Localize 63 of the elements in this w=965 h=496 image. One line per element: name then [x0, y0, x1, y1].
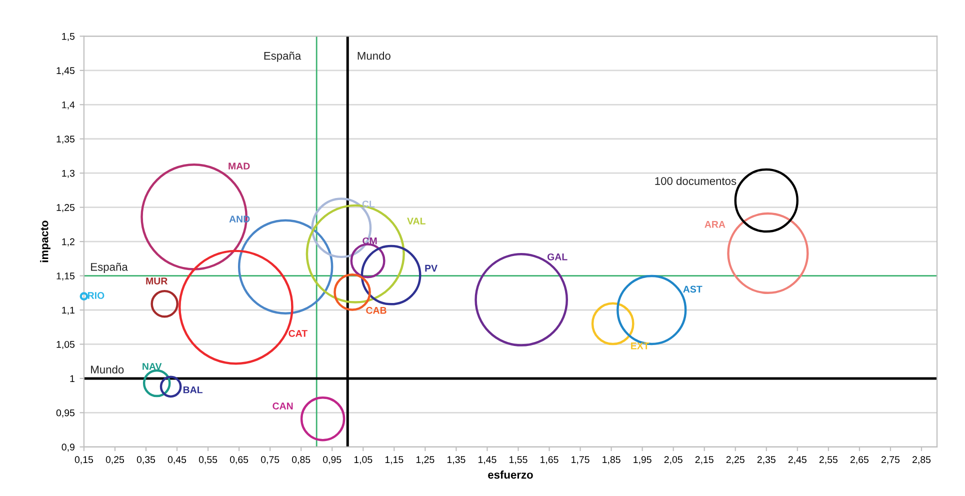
- y-tick-label: 1,35: [56, 136, 75, 144]
- y-axis-title: impacto: [40, 220, 50, 262]
- y-tick-label: 1,05: [56, 340, 75, 349]
- series-label: CAN: [272, 402, 293, 410]
- series-label: MAD: [228, 162, 250, 170]
- y-tick-label: 1,3: [62, 170, 74, 178]
- x-tick-label: 2,65: [850, 456, 869, 464]
- x-tick-label: 0,75: [260, 456, 280, 464]
- y-tick-label: 0,95: [56, 409, 75, 418]
- y-tick-label: 1,1: [62, 306, 74, 315]
- y-tick-label: 1,4: [62, 101, 75, 110]
- x-tick-label: 0,45: [168, 456, 186, 464]
- x-tick-label: 1,35: [447, 456, 466, 464]
- ref-line-label: España: [91, 262, 128, 274]
- ref-line-label: España: [264, 52, 302, 62]
- x-tick-label: 2,05: [664, 456, 682, 464]
- x-tick-label: 2,15: [695, 456, 714, 464]
- x-tick-label: 1,45: [478, 456, 496, 464]
- x-tick-label: 2,75: [882, 456, 900, 464]
- series-label: AST: [683, 286, 702, 293]
- x-tick-label: 2,45: [788, 456, 806, 464]
- x-tick-label: 0,55: [198, 456, 218, 464]
- x-tick-label: 1,55: [510, 456, 528, 464]
- y-tick-label: 1,25: [56, 204, 75, 212]
- series-label: ARA: [704, 221, 726, 228]
- x-tick-label: 1,25: [416, 456, 434, 464]
- series-label: CAB: [366, 306, 386, 314]
- x-tick-label: 0,15: [74, 456, 94, 464]
- y-tick-label: 1,15: [56, 272, 75, 281]
- series-label: NAV: [142, 363, 162, 370]
- x-tick-label: 0,65: [230, 456, 248, 464]
- x-tick-label: 2,35: [757, 456, 776, 464]
- x-tick-label: 1,15: [385, 456, 404, 464]
- series-label: EXT: [631, 342, 650, 350]
- x-tick-label: 0,85: [292, 456, 310, 464]
- x-tick-label: 1,65: [540, 456, 558, 464]
- series-label: RIO: [88, 292, 104, 299]
- x-tick-label: 2,55: [819, 456, 838, 464]
- x-tick-label: 2,85: [912, 456, 931, 464]
- x-tick-label: 0,25: [106, 456, 124, 464]
- series-label: PV: [425, 264, 438, 272]
- series-label: CL: [362, 200, 375, 208]
- x-tick-label: 1,95: [634, 456, 652, 464]
- y-tick-label: 0,9: [62, 444, 74, 452]
- legend-label: 100 documentos: [655, 176, 736, 185]
- series-label: VAL: [407, 218, 426, 224]
- y-tick-label: 1,45: [56, 67, 75, 76]
- ref-line-label: Mundo: [91, 365, 124, 374]
- x-axis-title: esfuerzo: [488, 470, 533, 479]
- x-tick-label: 2,25: [726, 456, 744, 464]
- series-label: CAT: [288, 330, 308, 337]
- series-label: GAL: [547, 253, 568, 260]
- series-label: BAL: [183, 386, 203, 394]
- x-tick-label: 1,05: [354, 456, 372, 464]
- x-tick-label: 0,95: [323, 456, 342, 464]
- ref-line-label: Mundo: [358, 52, 390, 60]
- x-tick-label: 1,75: [572, 456, 590, 464]
- x-tick-label: 1,85: [602, 456, 620, 464]
- y-tick-label: 1,2: [62, 238, 74, 246]
- y-tick-label: 1,5: [62, 33, 75, 41]
- x-tick-label: 0,35: [136, 456, 156, 464]
- series-label: MUR: [146, 278, 168, 284]
- y-tick-label: 1: [70, 375, 74, 382]
